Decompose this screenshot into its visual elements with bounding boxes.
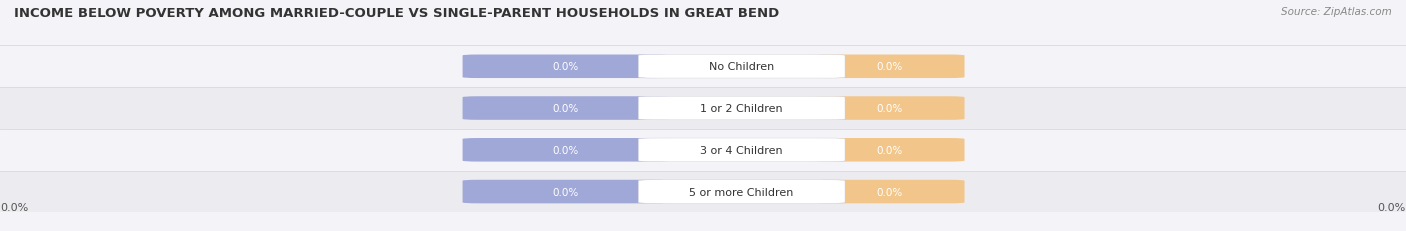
Text: 0.0%: 0.0% xyxy=(553,103,579,114)
Text: 5 or more Children: 5 or more Children xyxy=(689,187,794,197)
FancyBboxPatch shape xyxy=(463,97,669,120)
FancyBboxPatch shape xyxy=(638,180,845,204)
FancyBboxPatch shape xyxy=(638,55,845,79)
Text: No Children: No Children xyxy=(709,62,775,72)
FancyBboxPatch shape xyxy=(638,138,845,162)
FancyBboxPatch shape xyxy=(814,55,965,79)
FancyBboxPatch shape xyxy=(814,97,965,120)
Text: 0.0%: 0.0% xyxy=(553,62,579,72)
FancyBboxPatch shape xyxy=(638,97,845,120)
Bar xyxy=(0,129,1406,171)
Bar xyxy=(0,46,1406,88)
Text: 0.0%: 0.0% xyxy=(876,62,903,72)
Text: 0.0%: 0.0% xyxy=(553,145,579,155)
Text: 3 or 4 Children: 3 or 4 Children xyxy=(700,145,783,155)
FancyBboxPatch shape xyxy=(463,180,669,204)
FancyBboxPatch shape xyxy=(814,138,965,162)
FancyBboxPatch shape xyxy=(463,55,669,79)
Bar xyxy=(0,88,1406,129)
Text: 0.0%: 0.0% xyxy=(876,103,903,114)
FancyBboxPatch shape xyxy=(814,180,965,204)
Text: INCOME BELOW POVERTY AMONG MARRIED-COUPLE VS SINGLE-PARENT HOUSEHOLDS IN GREAT B: INCOME BELOW POVERTY AMONG MARRIED-COUPL… xyxy=(14,7,779,20)
Text: 1 or 2 Children: 1 or 2 Children xyxy=(700,103,783,114)
Text: 0.0%: 0.0% xyxy=(553,187,579,197)
Text: 0.0%: 0.0% xyxy=(0,202,28,212)
Bar xyxy=(0,171,1406,213)
Text: 0.0%: 0.0% xyxy=(876,145,903,155)
Text: 0.0%: 0.0% xyxy=(1378,202,1406,212)
FancyBboxPatch shape xyxy=(463,138,669,162)
Text: Source: ZipAtlas.com: Source: ZipAtlas.com xyxy=(1281,7,1392,17)
Text: 0.0%: 0.0% xyxy=(876,187,903,197)
